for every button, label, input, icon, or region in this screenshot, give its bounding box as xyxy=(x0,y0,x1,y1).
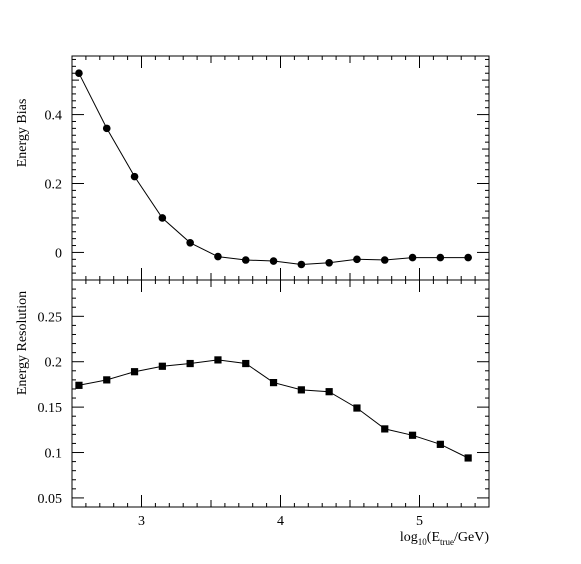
top-data-point xyxy=(436,253,445,262)
top-data-point xyxy=(158,214,167,222)
bottom-x-tick-label: 5 xyxy=(416,514,423,529)
top-data-point xyxy=(297,260,306,269)
bottom-data-point xyxy=(381,425,389,433)
bottom-data-point xyxy=(130,368,139,376)
bottom-data-point xyxy=(186,359,194,368)
bottom-plot-frame xyxy=(71,279,490,508)
bottom-data-point xyxy=(297,386,305,394)
bottom-data-point xyxy=(436,440,444,448)
bottom-data-point xyxy=(353,404,361,412)
top-data-point xyxy=(186,238,194,247)
bottom-y-tick-label: 0.2 xyxy=(45,356,63,371)
bottom-panel: 0.05 0.1 0.15 0.2 0.25 3 4 5 xyxy=(38,279,490,529)
top-plot-frame xyxy=(71,55,490,281)
bottom-data-point xyxy=(158,362,166,370)
bottom-data-point xyxy=(464,454,472,462)
bottom-data-point xyxy=(214,356,222,364)
bottom-x-tick-label: 4 xyxy=(277,514,284,529)
top-series-line xyxy=(78,72,469,266)
x-axis-label-log: log xyxy=(400,530,418,545)
top-data-point xyxy=(464,253,472,262)
bottom-data-point xyxy=(269,379,278,387)
bottom-y-tick-label: 0.1 xyxy=(45,447,63,462)
bottom-data-point xyxy=(325,388,333,396)
bottom-y-tick-label: 0.25 xyxy=(38,310,63,325)
x-axis-label-close: /GeV) xyxy=(454,530,489,545)
top-data-point xyxy=(130,172,139,181)
top-data-point xyxy=(75,69,83,78)
top-panel: 0 0.2 0.4 xyxy=(45,55,490,281)
x-axis-label-base: 10 xyxy=(418,537,428,547)
bottom-data-point xyxy=(242,359,250,368)
x-axis-label-sub: true xyxy=(440,537,454,547)
bottom-data-point xyxy=(75,381,83,389)
top-y-tick-label: 0 xyxy=(55,246,62,261)
bottom-y-tick-label: 0.15 xyxy=(38,401,63,416)
top-y-axis-label: Energy Bias xyxy=(15,99,30,168)
top-data-point xyxy=(408,253,417,262)
bottom-y-axis-label: Energy Resolution xyxy=(15,291,30,395)
top-data-point xyxy=(325,258,333,267)
top-data-point xyxy=(380,256,389,264)
top-data-point xyxy=(353,255,361,264)
top-y-tick-label: 0.2 xyxy=(45,178,63,193)
top-data-point xyxy=(269,257,278,265)
bottom-y-tick-label: 0.05 xyxy=(38,492,63,507)
top-data-point xyxy=(241,256,250,264)
top-data-point xyxy=(214,252,222,261)
bottom-x-tick-label: 3 xyxy=(138,514,145,529)
top-y-tick-label: 0.4 xyxy=(45,109,63,124)
bottom-data-point xyxy=(408,431,417,439)
x-axis-label: log10(Etrue/GeV) xyxy=(400,530,489,547)
bottom-data-point xyxy=(103,376,111,384)
top-data-point xyxy=(102,124,111,133)
x-axis-label-open: (E xyxy=(427,530,440,545)
